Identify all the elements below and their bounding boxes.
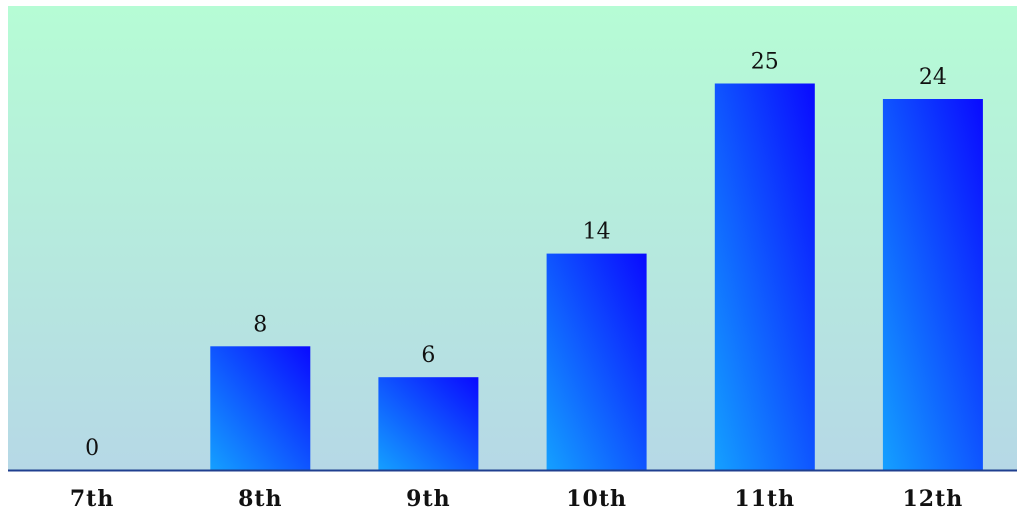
tick-label-8th: 8th <box>238 486 282 512</box>
bar-12th <box>882 99 983 470</box>
bar-11th <box>714 83 815 470</box>
tick-label-7th: 7th <box>70 486 114 512</box>
tick-label-12th: 12th <box>903 486 964 512</box>
value-label-8th: 8 <box>253 312 267 337</box>
tick-label-11th: 11th <box>734 486 795 512</box>
value-label-9th: 6 <box>421 343 435 368</box>
bar-8th <box>210 346 311 470</box>
bar-9th <box>378 377 479 470</box>
value-label-11th: 25 <box>751 50 779 75</box>
bar-10th <box>546 253 647 470</box>
value-label-12th: 24 <box>919 65 947 90</box>
tick-label-10th: 10th <box>566 486 627 512</box>
value-label-7th: 0 <box>85 436 99 461</box>
value-label-10th: 14 <box>583 220 611 245</box>
plot-background <box>8 6 1017 471</box>
tick-label-9th: 9th <box>406 486 450 512</box>
